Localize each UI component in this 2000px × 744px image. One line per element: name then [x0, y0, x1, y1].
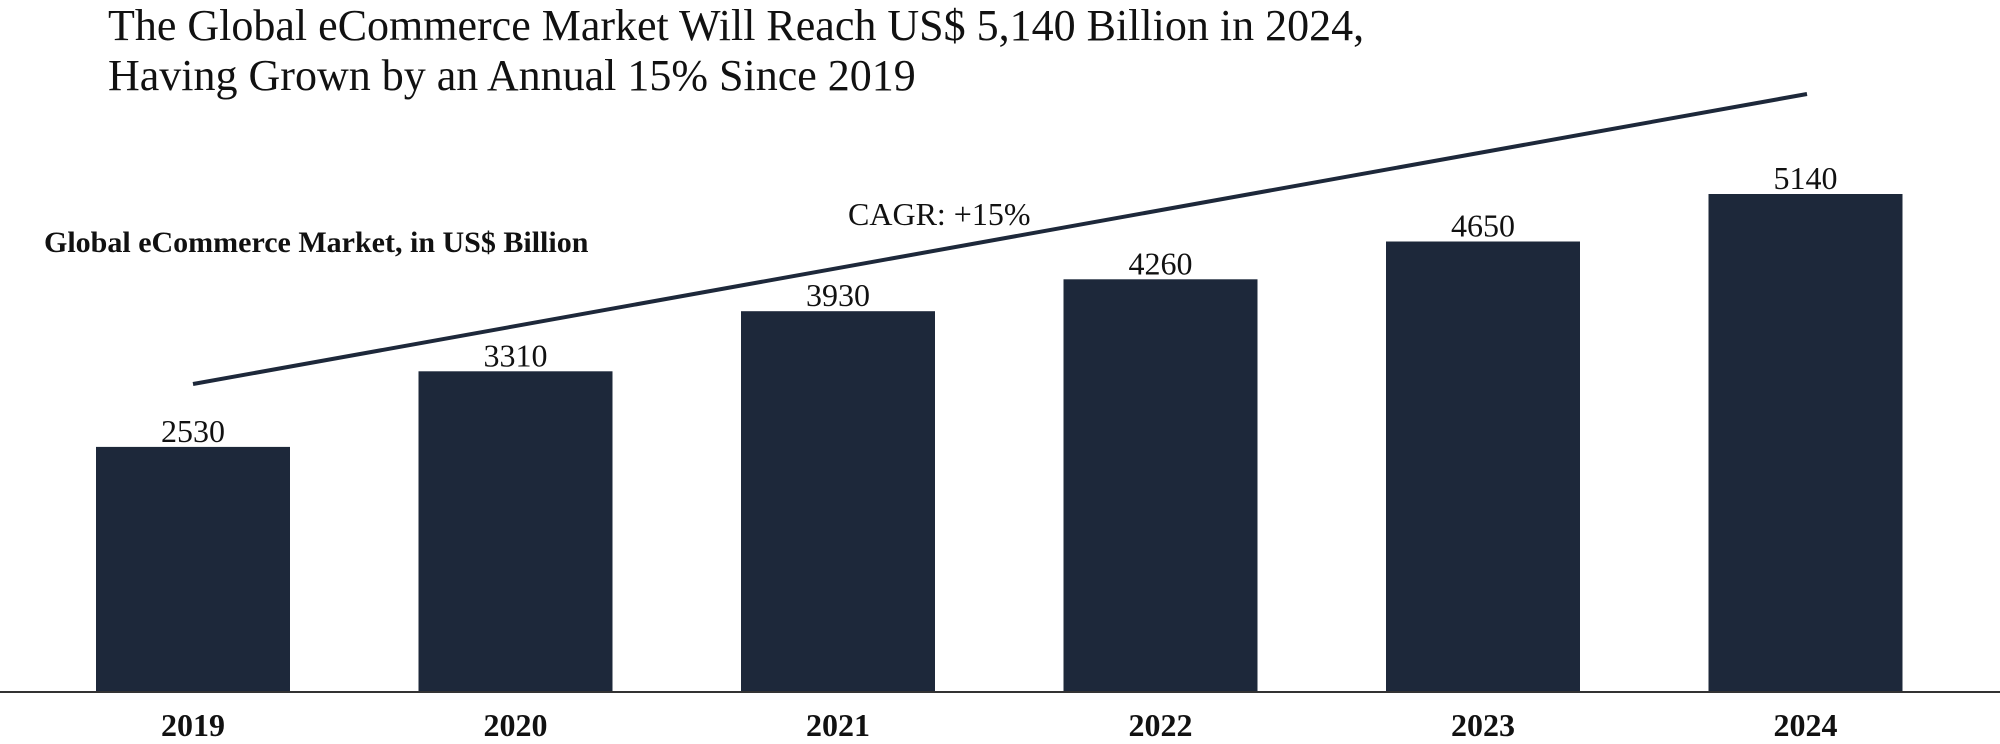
chart-title-line-1: The Global eCommerce Market Will Reach U… [108, 1, 1364, 50]
bar-2024 [1708, 194, 1903, 692]
value-label-2024: 5140 [1774, 160, 1838, 196]
bar-2022 [1063, 279, 1258, 692]
value-label-2019: 2530 [161, 413, 225, 449]
bar-2023 [1386, 241, 1580, 692]
bars-group [96, 194, 1903, 692]
x-tick-label-2022: 2022 [1129, 707, 1193, 743]
x-tick-label-2019: 2019 [161, 707, 225, 743]
bar-2019 [96, 446, 290, 692]
cagr-trend-line [192, 92, 1808, 386]
x-tick-labels: 2019 2020 2021 2022 2023 2024 [161, 707, 1838, 743]
chart-title-line-2: Having Grown by an Annual 15% Since 2019 [108, 51, 916, 100]
value-label-2022: 4260 [1129, 245, 1193, 281]
bar-2021 [741, 311, 935, 692]
value-labels-group: 2530 3310 3930 4260 4650 5140 [161, 160, 1838, 449]
value-label-2023: 4650 [1451, 208, 1515, 244]
bar-2020 [418, 371, 613, 692]
x-tick-label-2024: 2024 [1774, 707, 1838, 743]
chart-subtitle: Global eCommerce Market, in US$ Billion [44, 226, 589, 259]
x-tick-label-2021: 2021 [806, 707, 870, 743]
cagr-annotation: CAGR: +15% [848, 196, 1031, 232]
value-label-2020: 3310 [484, 337, 548, 373]
value-label-2021: 3930 [806, 277, 870, 313]
x-tick-label-2020: 2020 [484, 707, 548, 743]
x-tick-label-2023: 2023 [1451, 707, 1515, 743]
